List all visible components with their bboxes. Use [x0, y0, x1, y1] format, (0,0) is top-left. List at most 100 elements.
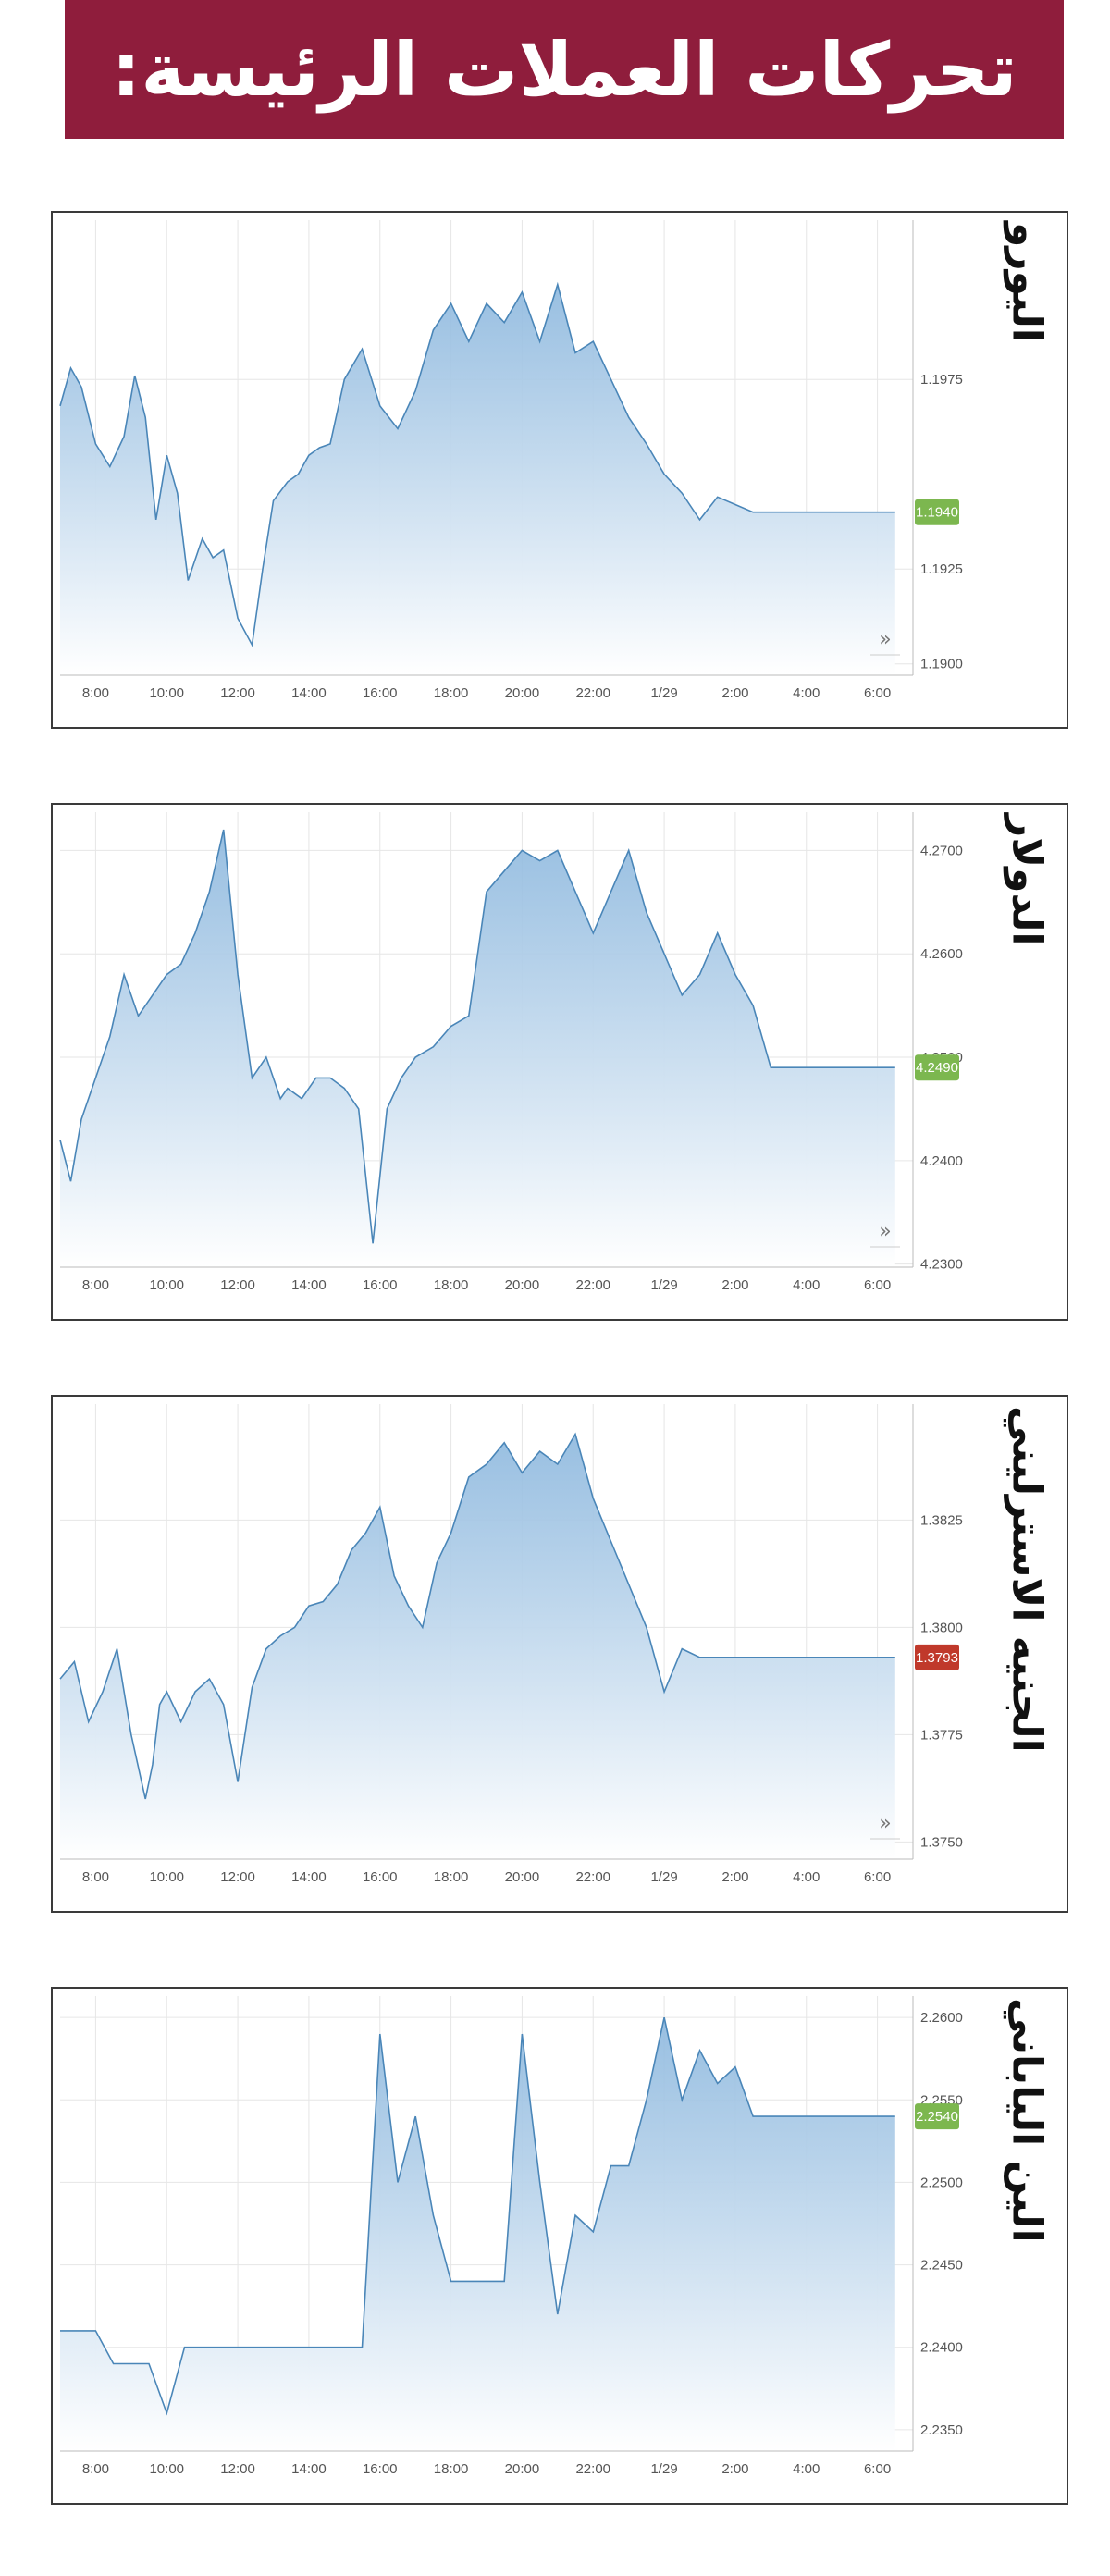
- y-tick-label: 4.2400: [920, 1153, 963, 1169]
- page-title-banner: تحركات العملات الرئيسة:: [65, 0, 1064, 139]
- y-tick-label: 2.2400: [920, 2340, 963, 2356]
- x-tick-label: 10:00: [149, 1277, 184, 1293]
- chart-panel-dollar: 8:00 10:00 12:00 14:00 16:00 18:00 20:00 22:00 1…: [51, 803, 1068, 1321]
- x-tick-label: 16:00: [363, 2461, 398, 2477]
- chart-yen: 8:00 10:00 12:00 14:00 16:00 18:00 20:00 22:00 1…: [60, 1996, 963, 2477]
- y-tick-label: 2.2500: [920, 2175, 963, 2190]
- chart-title-yen: الين الياباني: [994, 1998, 1059, 2470]
- x-tick-label: 4:00: [793, 2461, 820, 2477]
- series-line: [59, 281, 895, 647]
- x-tick-label: 18:00: [434, 2461, 469, 2477]
- x-tick-label: 6:00: [864, 1277, 891, 1293]
- x-tick-label: 8:00: [82, 1277, 109, 1293]
- x-tick-label: 2:00: [722, 1277, 748, 1293]
- chevron-right-icon[interactable]: »: [879, 1812, 891, 1835]
- x-tick-label: 20:00: [505, 1277, 540, 1293]
- y-tick-label: 4.2600: [920, 946, 963, 962]
- x-tick-label: 1/29: [650, 1277, 677, 1293]
- x-tick-label: 20:00: [505, 685, 540, 701]
- x-tick-label: 16:00: [363, 1869, 398, 1885]
- currency-name: الين الياباني: [1003, 1998, 1051, 2243]
- chevron-right-icon[interactable]: »: [879, 1220, 891, 1243]
- y-tick-label: 1.1900: [920, 657, 963, 672]
- y-tick-label: 1.3750: [920, 1834, 963, 1850]
- current-value-label: 1.3793: [916, 1650, 958, 1666]
- x-tick-label: 18:00: [434, 1277, 469, 1293]
- x-tick-label: 12:00: [220, 1869, 255, 1885]
- x-tick-label: 12:00: [220, 2461, 255, 2477]
- currency-name: الجنيه الاسترليني: [1003, 1406, 1051, 1753]
- series-line: [60, 2017, 895, 2416]
- x-tick-label: 20:00: [505, 1869, 540, 1885]
- x-tick-label: 6:00: [864, 1869, 891, 1885]
- series-area: [60, 830, 895, 1267]
- series-area: [60, 284, 895, 675]
- chart-pound: 8:00 10:00 12:00 14:00 16:00 18:00 20:00 22:00 1…: [59, 1404, 963, 1885]
- x-tick-label: 10:00: [149, 685, 184, 701]
- x-tick-label: 22:00: [575, 1277, 610, 1293]
- series-area: [60, 2017, 895, 2451]
- x-tick-label: 1/29: [650, 1869, 677, 1885]
- x-tick-label: 6:00: [864, 685, 891, 701]
- x-tick-label: 2:00: [722, 685, 748, 701]
- y-tick-label: 4.2300: [920, 1257, 963, 1273]
- current-value-badge: [915, 1054, 959, 1081]
- current-value-label: 1.1940: [916, 505, 958, 521]
- chart-euro: 8:00 10:00 12:00 14:00 16:00 18:00 20:00 22:00 1…: [59, 220, 963, 701]
- y-tick-label: 1.3825: [920, 1512, 963, 1528]
- x-tick-label: 18:00: [434, 1869, 469, 1885]
- x-tick-label: 22:00: [575, 1869, 610, 1885]
- x-tick-label: 14:00: [291, 1869, 327, 1885]
- x-tick-label: 8:00: [82, 685, 109, 701]
- y-tick-label: 2.2450: [920, 2258, 963, 2274]
- x-tick-label: 10:00: [149, 1869, 184, 1885]
- series-area: [60, 1434, 895, 1859]
- current-value-badge: [915, 2103, 959, 2130]
- y-tick-label: 1.1975: [920, 372, 963, 388]
- current-value-label: 2.2540: [916, 2109, 958, 2125]
- x-tick-label: 8:00: [82, 2461, 109, 2477]
- x-tick-label: 20:00: [505, 2461, 540, 2477]
- x-tick-label: 18:00: [434, 685, 469, 701]
- chart-title-pound: الجنيه الاسترليني: [994, 1406, 1059, 1878]
- x-tick-label: 6:00: [864, 2461, 891, 2477]
- current-value-badge: [915, 499, 959, 525]
- chart-title-euro: اليورو: [994, 222, 1059, 694]
- x-tick-label: 14:00: [291, 685, 327, 701]
- y-tick-label: 1.3775: [920, 1727, 963, 1743]
- chart-panel-pound: 8:00 10:00 12:00 14:00 16:00 18:00 20:00 22:00 1…: [51, 1395, 1068, 1913]
- chart-dollar: 8:00 10:00 12:00 14:00 16:00 18:00 20:00 22:00 1…: [59, 812, 963, 1293]
- x-tick-label: 2:00: [722, 2461, 748, 2477]
- x-tick-label: 22:00: [575, 2461, 610, 2477]
- x-tick-label: 16:00: [363, 685, 398, 701]
- x-tick-label: 16:00: [363, 1277, 398, 1293]
- series-line: [59, 1432, 895, 1800]
- current-value-label: 4.2490: [916, 1060, 958, 1076]
- chart-panel-euro: 8:00 10:00 12:00 14:00 16:00 18:00 20:00 22:00 1…: [51, 211, 1068, 729]
- x-tick-label: 12:00: [220, 1277, 255, 1293]
- chevron-right-icon[interactable]: »: [879, 628, 891, 651]
- x-tick-label: 14:00: [291, 2461, 327, 2477]
- x-tick-label: 1/29: [650, 685, 677, 701]
- chart-panel-yen: 8:00 10:00 12:00 14:00 16:00 18:00 20:00 22:00 1…: [51, 1987, 1068, 2505]
- y-tick-label: 1.1925: [920, 561, 963, 577]
- currency-name: اليورو: [1003, 222, 1051, 342]
- x-tick-label: 4:00: [793, 1869, 820, 1885]
- x-tick-label: 2:00: [722, 1869, 748, 1885]
- current-value-badge: [915, 1644, 959, 1670]
- y-tick-label: 4.2700: [920, 843, 963, 858]
- x-tick-label: 14:00: [291, 1277, 327, 1293]
- series-line: [59, 829, 895, 1244]
- y-tick-label: 2.2350: [920, 2422, 963, 2438]
- x-tick-label: 4:00: [793, 1277, 820, 1293]
- x-tick-label: 1/29: [650, 2461, 677, 2477]
- y-tick-label: 2.2600: [920, 2010, 963, 2026]
- chart-title-dollar: الدولار: [994, 814, 1059, 1286]
- currency-name: الدولار: [1003, 814, 1051, 946]
- y-tick-label: 1.3800: [920, 1620, 963, 1635]
- x-tick-label: 12:00: [220, 685, 255, 701]
- x-tick-label: 10:00: [149, 2461, 184, 2477]
- page-title: تحركات العملات الرئيسة:: [111, 26, 1018, 113]
- x-tick-label: 22:00: [575, 685, 610, 701]
- x-tick-label: 8:00: [82, 1869, 109, 1885]
